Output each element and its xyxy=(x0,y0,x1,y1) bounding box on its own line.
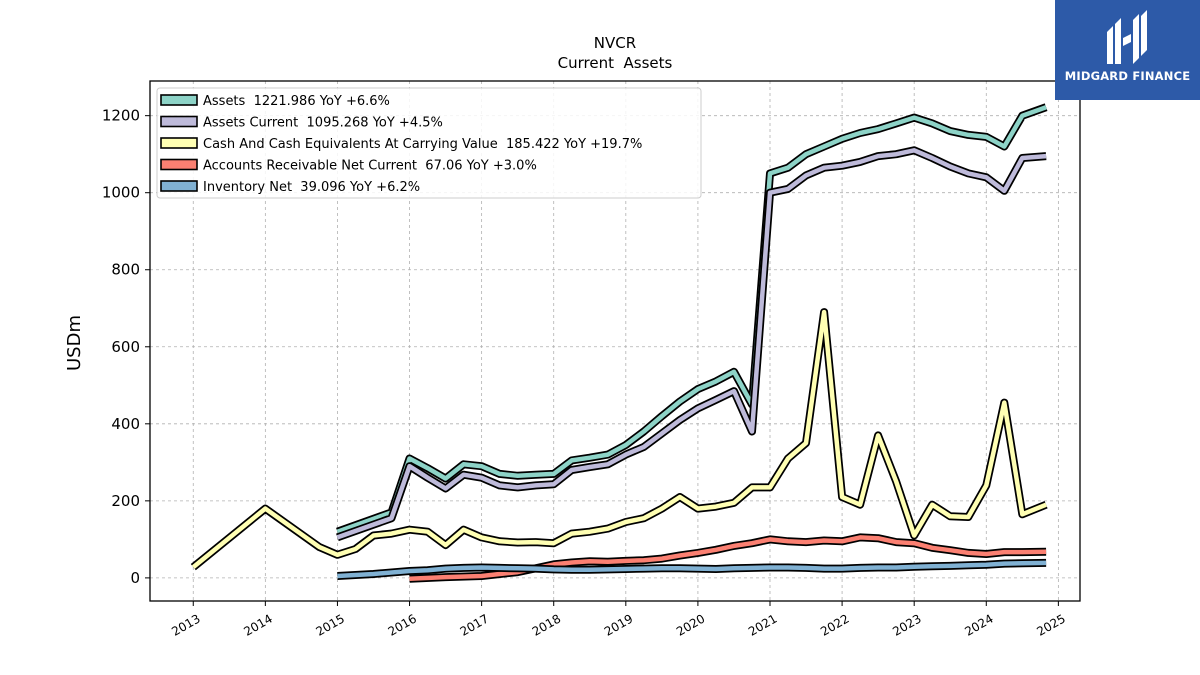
chart-title: NVCR xyxy=(594,34,636,52)
y-tick-label: 600 xyxy=(111,338,140,356)
x-tick-label: 2022 xyxy=(818,611,851,638)
series-inventory-net xyxy=(337,558,1047,580)
x-tick-label: 2017 xyxy=(458,611,491,638)
x-tick-label: 2015 xyxy=(313,611,346,638)
series-assets-current xyxy=(336,146,1047,542)
series-line xyxy=(336,105,1047,534)
legend-box xyxy=(156,87,702,199)
y-tick-label: 400 xyxy=(111,415,140,433)
y-axis-label: USDm xyxy=(64,315,85,371)
x-tick-label: 2019 xyxy=(602,611,635,638)
series-assets xyxy=(336,103,1048,536)
plot-series xyxy=(190,103,1048,583)
x-tick-label: 2013 xyxy=(169,611,202,638)
legend-swatch xyxy=(160,137,198,149)
y-tick-label: 800 xyxy=(111,261,140,279)
y-tick-label: 1000 xyxy=(102,184,140,202)
legend: Assets 1221.986 YoY +6.6% Assets Current … xyxy=(156,87,702,199)
x-tick-label: 2023 xyxy=(890,611,923,638)
legend-label: Accounts Receivable Net Current 67.06 Yo… xyxy=(203,159,537,174)
legend-swatch xyxy=(160,158,198,171)
logo-text: MIDGARD FINANCE xyxy=(1064,69,1191,83)
series-line xyxy=(337,560,1047,579)
x-tick-label: 2024 xyxy=(962,611,995,638)
x-tick-label: 2018 xyxy=(530,611,563,638)
legend-swatch xyxy=(160,94,198,106)
y-tick-label: 0 xyxy=(130,569,140,587)
x-tick-label: 2016 xyxy=(386,611,419,638)
brand-logo: MIDGARD FINANCE xyxy=(1055,0,1200,100)
chart-subtitle: Current Assets xyxy=(558,54,673,72)
y-tick-label: 1200 xyxy=(102,107,140,125)
series-cash-and-cash-equivalents-at-carrying-value xyxy=(190,308,1048,571)
legend-swatch xyxy=(160,115,198,128)
plot-frame xyxy=(149,80,1081,602)
series-line xyxy=(191,309,1047,569)
y-tick-label: 200 xyxy=(111,492,140,510)
logo-mark-icon xyxy=(1107,10,1147,64)
x-tick-label: 2025 xyxy=(1034,611,1067,638)
x-tick-label: 2021 xyxy=(746,611,779,638)
legend-swatch xyxy=(160,180,198,192)
legend-label: Cash And Cash Equivalents At Carrying Va… xyxy=(203,137,642,152)
x-tick-label: 2020 xyxy=(674,611,707,638)
legend-label: Assets 1221.986 YoY +6.6% xyxy=(203,94,390,109)
legend-label: Assets Current 1095.268 YoY +4.5% xyxy=(203,116,443,131)
x-tick-label: 2014 xyxy=(241,611,274,638)
legend-label: Inventory Net 39.096 YoY +6.2% xyxy=(203,180,420,195)
series-line xyxy=(336,148,1047,540)
